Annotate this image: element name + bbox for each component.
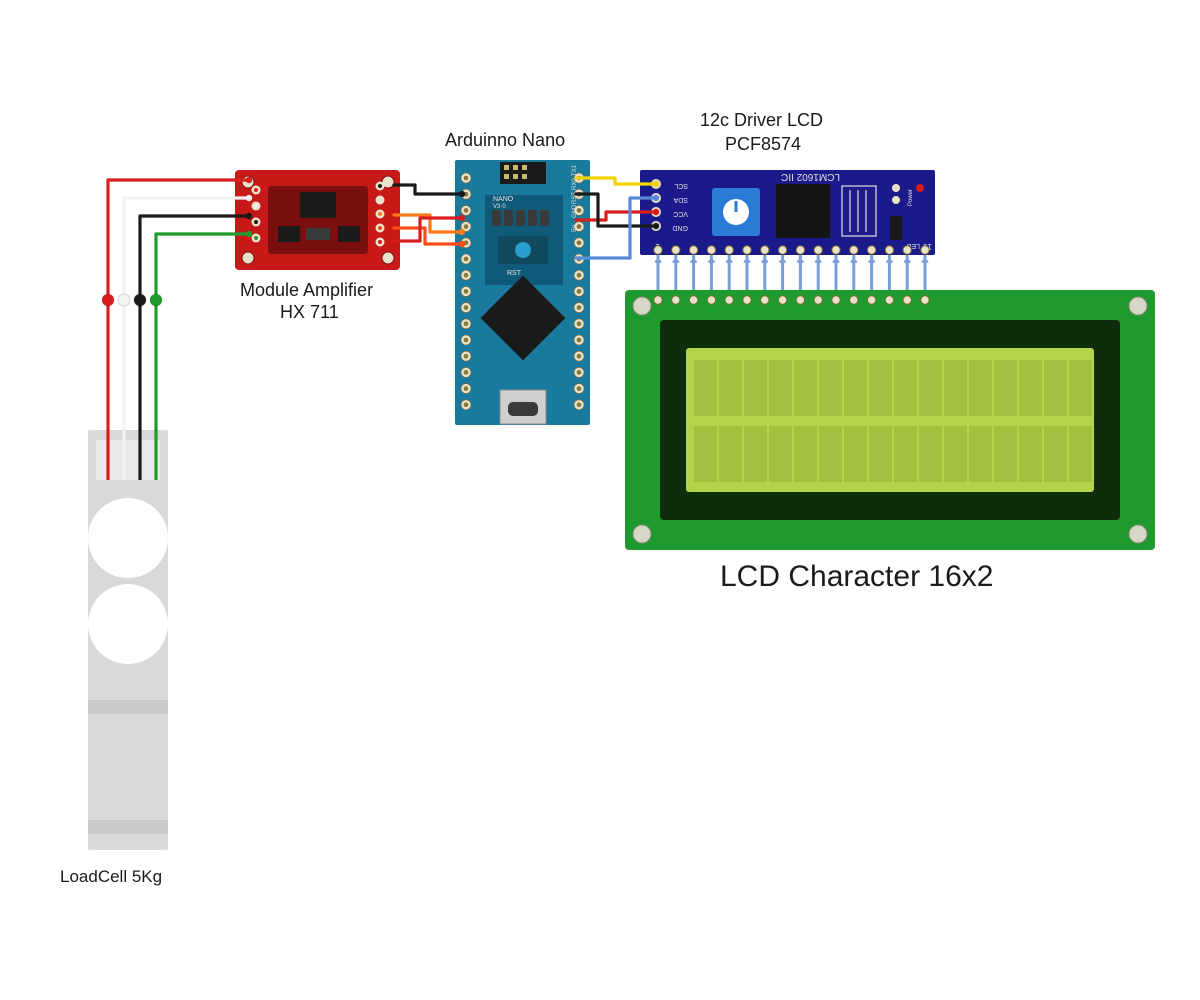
svg-text:VCC: VCC [673,210,688,217]
loadcell-label: LoadCell 5Kg [60,867,162,887]
nano-rst-text: RST [507,270,522,277]
arduino-label: Arduinno Nano [445,130,565,151]
wiring-svg: NANO V3·0 RST TX1 RX0 RST GND 5V SCL SDA… [0,0,1200,1000]
svg-text:GND: GND [572,204,578,218]
lcd-component [625,290,1155,550]
svg-text:5V: 5V [572,225,578,232]
i2c-driver-label: 12c Driver LCD [700,110,823,131]
i2c-board-text: LCM1602 IIC [781,171,840,182]
svg-text:TX1: TX1 [572,164,578,176]
diagram-canvas: NANO V3·0 RST TX1 RX0 RST GND 5V SCL SDA… [0,0,1200,1000]
amplifier-label-l2: HX 711 [280,302,339,323]
loadcell-component [88,430,168,850]
svg-text:SCL: SCL [674,182,688,189]
nano-id-text: NANO [493,196,514,203]
nano-ver-text: V3·0 [493,204,506,210]
amplifier-label-l1: Module Amplifier [240,280,373,301]
svg-text:Power: Power [908,189,914,206]
i2c-driver-component: SCL SDA VCC GND LCM1602 IIC Power LED 1 … [640,170,935,255]
svg-text:SDA: SDA [673,196,688,203]
i2c-chip-label: PCF8574 [725,134,801,155]
i2c-lcd-connectors [655,255,928,292]
hx711-component [235,170,400,270]
arduino-nano-component: NANO V3·0 RST TX1 RX0 RST GND 5V [455,160,590,425]
svg-text:GND: GND [672,224,688,231]
lcd-label: LCD Character 16x2 [720,560,993,594]
